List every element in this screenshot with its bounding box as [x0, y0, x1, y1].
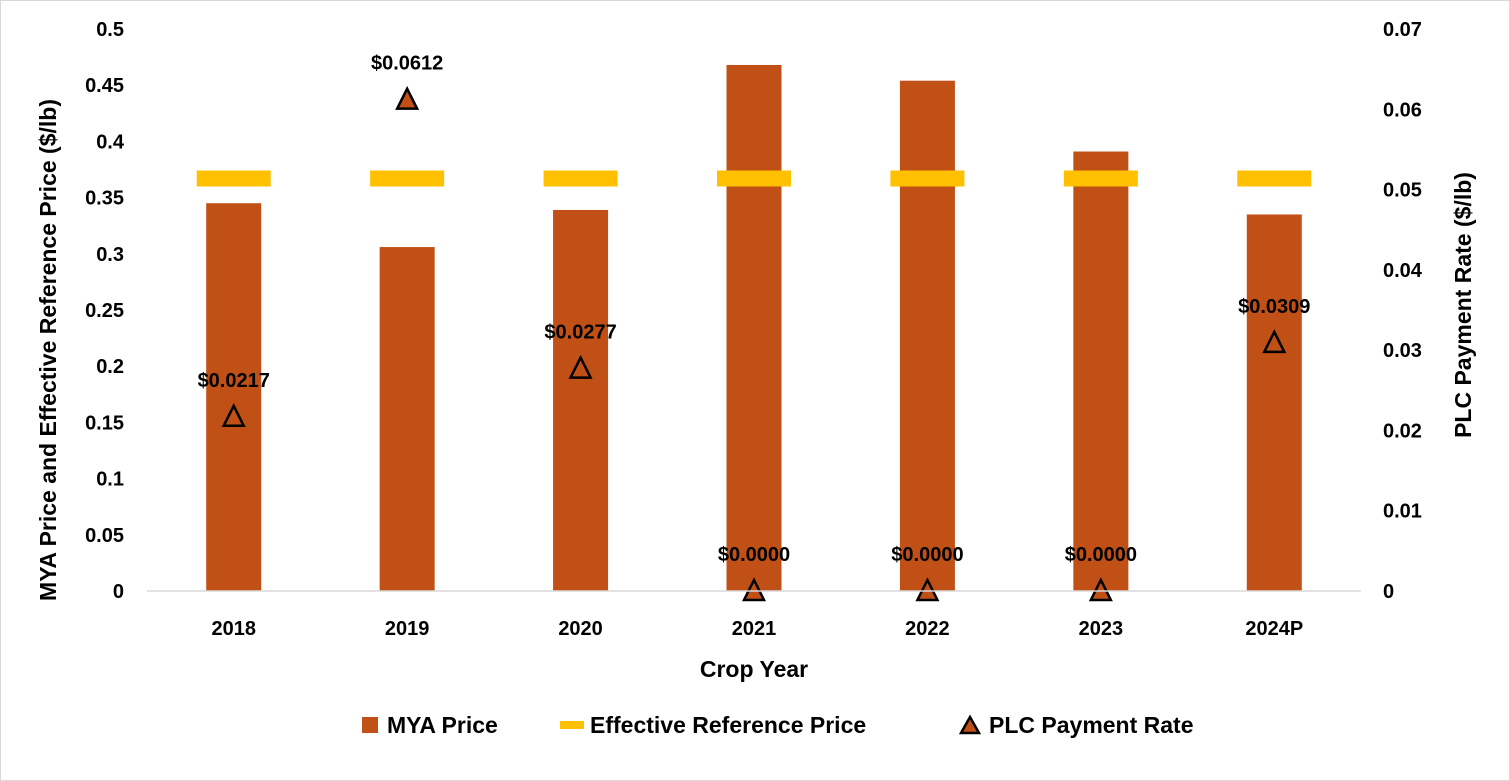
legend-label-effective-reference-price: Effective Reference Price	[590, 712, 866, 738]
effective-reference-price-marks	[196, 170, 1312, 187]
x-axis-tick-label: 2020	[558, 618, 603, 640]
plc-payment-rate-labels: $0.0217 $0.0612 $0.0277 $0.0000 $0.0000 $0.00…	[198, 53, 1311, 566]
legend-label-plc-payment-rate: PLC Payment Rate	[989, 712, 1194, 738]
left-axis-tick-label: 0.15	[85, 412, 124, 434]
mya-price-bar	[1246, 214, 1302, 591]
effective-reference-price-mark	[1063, 170, 1138, 187]
x-axis-tick-label: 2023	[1079, 618, 1124, 640]
effective-reference-price-mark	[717, 170, 791, 187]
legend-item-effective-reference-price: Effective Reference Price	[560, 712, 866, 738]
plc-payment-rate-data-label: $0.0612	[371, 53, 443, 75]
effective-reference-price-mark	[890, 170, 965, 187]
plc-payment-rate-data-label: $0.0217	[198, 370, 270, 392]
plc-payment-rate-data-label: $0.0309	[1238, 296, 1310, 318]
right-axis-tick-label: 0.03	[1383, 340, 1422, 362]
left-axis-tick-label: 0.5	[96, 19, 124, 41]
left-axis-tick-label: 0.3	[96, 244, 124, 266]
mya-price-bar	[1073, 151, 1129, 592]
effective-reference-price-mark	[370, 170, 445, 187]
left-axis-tick-label: 0	[113, 581, 124, 603]
plc-payment-rate-marker	[1262, 329, 1287, 354]
plc-payment-rate-marker	[221, 402, 246, 428]
plc-payment-rate-marker	[741, 577, 767, 602]
legend-swatch-effective-reference-price	[560, 721, 584, 729]
effective-reference-price-mark	[1237, 170, 1312, 187]
right-axis-tick-label: 0.01	[1383, 501, 1422, 523]
x-axis-tick-label: 2018	[211, 618, 256, 640]
mya-price-bar	[379, 247, 435, 591]
mya-price-bar	[206, 203, 262, 591]
left-axis-tick-label: 0.25	[85, 300, 124, 322]
left-axis-ticks: 0 0.05 0.1 0.15 0.2 0.25 0.3 0.35 0.4 0.45 0.5	[85, 19, 125, 603]
left-axis-tick-label: 0.2	[96, 356, 124, 378]
x-axis-tick-label: 2024P	[1245, 618, 1303, 640]
x-axis-ticks: 2018 2019 2020 2021 2022 2023 2024P	[211, 618, 1303, 640]
legend-swatch-plc-payment-rate	[958, 714, 982, 735]
right-axis-tick-label: 0.02	[1383, 420, 1422, 442]
x-axis-tick-label: 2019	[385, 618, 430, 640]
plc-payment-rate-marker	[1088, 577, 1113, 602]
mya-price-bars	[206, 64, 1302, 592]
right-axis-ticks: 0 0.01 0.02 0.03 0.04 0.05 0.06 0.07	[1383, 19, 1423, 603]
x-axis-tick-label: 2022	[905, 618, 950, 640]
legend: MYA Price Effective Reference Price PLC …	[362, 712, 1194, 738]
right-axis-tick-label: 0.05	[1383, 180, 1422, 202]
left-axis-tick-label: 0.1	[96, 469, 124, 491]
left-axis-tick-label: 0.05	[85, 525, 124, 547]
legend-item-plc-payment-rate: PLC Payment Rate	[958, 712, 1194, 738]
left-axis-tick-label: 0.4	[96, 131, 125, 153]
plc-payment-rate-markers	[221, 85, 1287, 602]
left-axis-tick-label: 0.45	[85, 75, 124, 97]
right-axis-tick-label: 0	[1383, 581, 1394, 603]
right-axis-tick-label: 0.04	[1383, 260, 1423, 282]
plc-payment-rate-data-label: $0.0000	[891, 544, 963, 566]
left-axis-tick-label: 0.35	[85, 188, 124, 210]
legend-label-mya-price: MYA Price	[387, 712, 498, 738]
right-axis-title: PLC Payment Rate ($/lb)	[1450, 172, 1476, 438]
plc-payment-rate-data-label: $0.0277	[544, 322, 616, 344]
x-axis-title: Crop Year	[700, 656, 808, 682]
effective-reference-price-mark	[543, 170, 618, 187]
x-axis-tick-label: 2021	[732, 618, 777, 640]
plc-payment-rate-marker	[915, 577, 940, 602]
plc-payment-rate-marker	[568, 354, 593, 379]
legend-swatch-mya-price	[362, 717, 378, 733]
mya-price-bar	[553, 209, 609, 592]
right-axis-tick-label: 0.07	[1383, 19, 1422, 41]
plc-payment-rate-data-label: $0.0000	[718, 544, 790, 566]
plc-payment-rate-data-label: $0.0000	[1065, 544, 1137, 566]
effective-reference-price-mark	[196, 170, 271, 187]
mya-price-bar	[726, 64, 782, 591]
left-axis-title: MYA Price and Effective Reference Price …	[35, 99, 61, 601]
plc-payment-rate-marker	[395, 85, 420, 110]
legend-item-mya-price: MYA Price	[362, 712, 498, 738]
right-axis-tick-label: 0.06	[1383, 99, 1422, 121]
mya-price-bar	[899, 80, 955, 591]
